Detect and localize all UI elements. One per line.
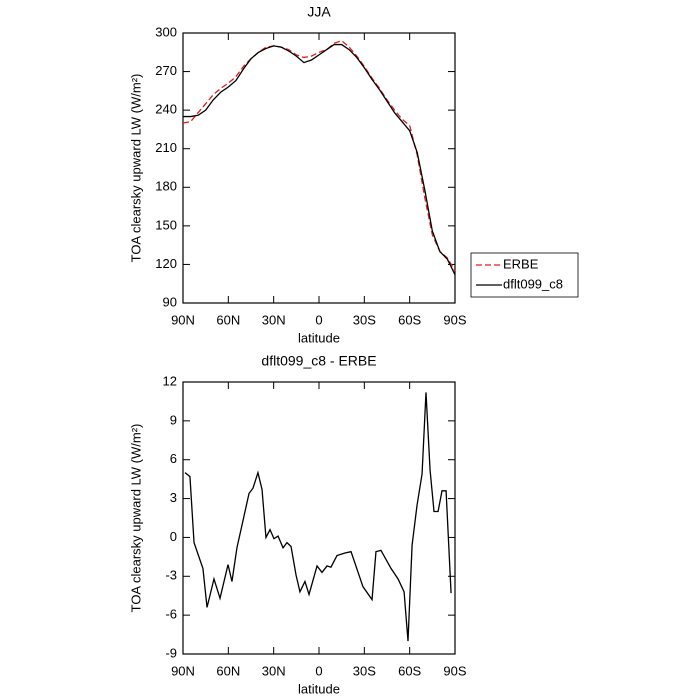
y-axis-label: TOA clearsky upward LW (W/m²): [128, 74, 143, 263]
x-tick-label: 60S: [398, 312, 421, 327]
y-tick-label: 150: [155, 217, 177, 232]
chart-title: JJA: [307, 4, 331, 20]
x-axis-label: latitude: [298, 330, 340, 345]
x-tick-label: 90N: [171, 663, 195, 678]
plot-frame: [182, 381, 456, 655]
plot-frame: [182, 32, 456, 304]
y-tick-label: 9: [170, 412, 177, 427]
x-tick-label: 90N: [171, 312, 195, 327]
x-tick-label: 60N: [216, 312, 240, 327]
x-tick-label: 0: [315, 312, 322, 327]
x-tick-label: 30S: [353, 663, 376, 678]
legend-box: [470, 252, 579, 298]
y-tick-label: 270: [155, 63, 177, 78]
y-axis-label: TOA clearsky upward LW (W/m²): [128, 424, 143, 613]
chart-title: dflt099_c8 - ERBE: [261, 353, 376, 369]
x-axis-label: latitude: [298, 681, 340, 696]
x-tick-label: 90S: [443, 663, 466, 678]
x-tick-label: 60N: [216, 663, 240, 678]
y-tick-label: 210: [155, 140, 177, 155]
data-line: [182, 39, 456, 272]
x-tick-label: 0: [315, 663, 322, 678]
data-line: [184, 392, 452, 642]
y-tick-label: 6: [170, 451, 177, 466]
x-tick-label: 60S: [398, 663, 421, 678]
y-tick-label: 300: [155, 24, 177, 39]
x-tick-label: 30N: [262, 663, 286, 678]
data-line: [183, 43, 456, 275]
y-tick-label: 240: [155, 102, 177, 117]
y-tick-label: -6: [165, 607, 177, 622]
y-tick-label: -3: [165, 568, 177, 583]
x-tick-label: 90S: [443, 312, 466, 327]
y-tick-label: -9: [165, 645, 177, 660]
y-tick-label: 0: [170, 529, 177, 544]
y-tick-label: 90: [163, 294, 177, 309]
legend-label: ERBE: [503, 256, 539, 271]
y-tick-label: 3: [170, 490, 177, 505]
y-tick-label: 120: [155, 256, 177, 271]
x-tick-label: 30S: [353, 312, 376, 327]
x-tick-label: 30N: [262, 312, 286, 327]
y-tick-label: 180: [155, 179, 177, 194]
legend-label: dflt099_c8: [503, 276, 563, 291]
y-tick-label: 12: [163, 373, 177, 388]
